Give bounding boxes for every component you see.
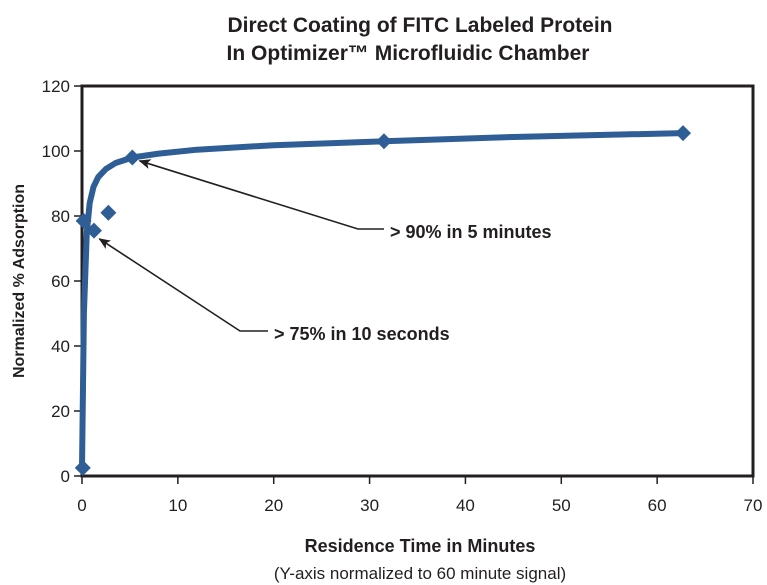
y-axis-ticks: 0 20 40 60 80 100 120 — [42, 77, 82, 486]
chart-title-line-2: In Optimizer™ Microfluidic Chamber — [227, 42, 590, 65]
chart-title-line-1: Direct Coating of FITC Labeled Protein — [227, 14, 612, 37]
x-tick-label: 20 — [264, 496, 283, 515]
annotation-arrow — [138, 159, 384, 230]
y-tick-label: 40 — [51, 337, 70, 356]
series-layer — [74, 125, 692, 476]
y-tick-label: 120 — [42, 77, 70, 96]
data-point-marker — [375, 133, 392, 150]
x-tick-label: 60 — [648, 496, 667, 515]
annotation-layer: > 90% in 5 minutes > 75% in 10 seconds — [98, 159, 552, 344]
y-tick-label: 0 — [61, 467, 70, 486]
y-axis-label: Normalized % Adsorption — [11, 184, 28, 378]
data-point-marker — [100, 204, 117, 221]
x-tick-label: 10 — [168, 496, 187, 515]
annotation-label: > 75% in 10 seconds — [274, 324, 450, 344]
y-tick-label: 100 — [42, 142, 70, 161]
data-point-marker — [75, 212, 92, 229]
annotation-label: > 90% in 5 minutes — [390, 222, 552, 242]
x-tick-label: 70 — [744, 496, 763, 515]
x-axis-label: Residence Time in Minutes — [305, 536, 536, 556]
series-line — [79, 130, 686, 471]
plot-frame — [80, 84, 755, 478]
data-point-marker — [124, 149, 141, 166]
y-tick-label: 60 — [51, 272, 70, 291]
data-point-marker — [85, 222, 102, 239]
data-point-marker — [74, 459, 91, 476]
normalization-note: (Y-axis normalized to 60 minute signal) — [274, 564, 566, 583]
y-tick-label: 20 — [51, 402, 70, 421]
y-tick-label: 80 — [51, 207, 70, 226]
x-axis-ticks: 0 10 20 30 40 50 60 70 — [77, 476, 762, 515]
x-tick-label: 30 — [360, 496, 379, 515]
x-tick-label: 40 — [456, 496, 475, 515]
data-point-marker — [675, 125, 692, 142]
x-tick-label: 50 — [552, 496, 571, 515]
x-tick-label: 0 — [77, 496, 86, 515]
annotation-arrow — [98, 238, 268, 332]
